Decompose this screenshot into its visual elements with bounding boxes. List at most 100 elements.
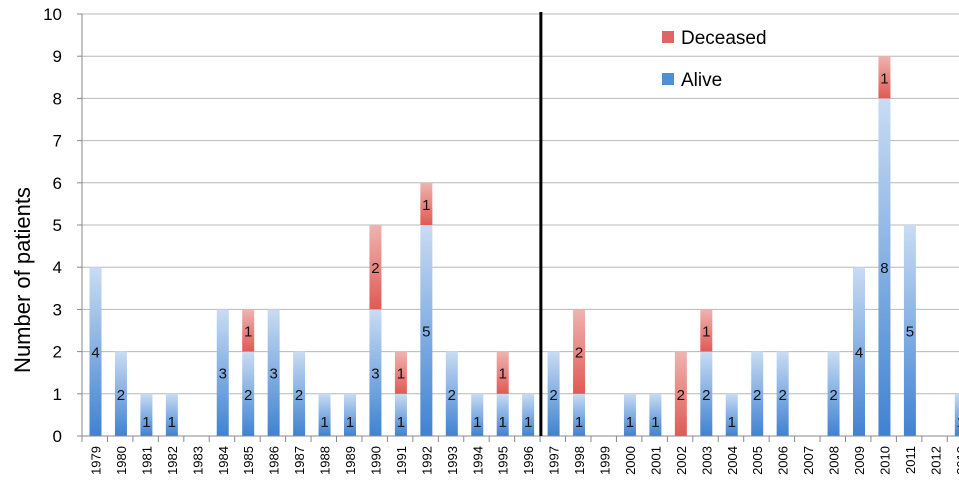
data-label-deceased: 1 [880, 70, 888, 87]
bar-alive [445, 351, 458, 436]
gridlines [82, 13, 959, 395]
data-label-alive: 1 [320, 414, 328, 431]
bar-alive [496, 393, 509, 436]
x-tick-label: 1985 [241, 446, 256, 475]
bar-deceased [369, 225, 382, 310]
y-tick-label: 9 [53, 47, 62, 66]
x-tick-label: 2012 [928, 446, 943, 475]
data-label-alive: 2 [295, 387, 303, 404]
data-label-alive: 2 [117, 387, 125, 404]
bar-alive [827, 351, 840, 436]
x-tick-label: 1988 [318, 446, 333, 475]
bar-alive [903, 225, 916, 436]
bar-alive [242, 351, 255, 436]
data-label-alive: 1 [651, 414, 659, 431]
legend: Deceased Alive [662, 28, 767, 91]
bar-alive [89, 267, 102, 436]
data-label-deceased: 2 [575, 345, 583, 362]
bar-deceased [242, 309, 255, 352]
y-tick-label: 4 [53, 258, 62, 277]
bar-alive [344, 393, 356, 436]
data-label-alive: 1 [346, 414, 354, 431]
x-tick-label: 1980 [114, 446, 129, 475]
x-tick-label: 1981 [139, 446, 154, 475]
bar-alive [700, 351, 713, 436]
x-tick-label: 1997 [547, 446, 562, 475]
data-label-alive: 1 [524, 414, 532, 431]
data-label-deceased: 1 [397, 366, 405, 383]
bar-deceased [878, 56, 891, 99]
axes [77, 12, 959, 442]
bar-alive [216, 309, 229, 436]
x-tick-label: 2005 [750, 446, 765, 475]
legend-swatch-alive [662, 73, 674, 85]
x-tick-label: 1986 [267, 446, 282, 475]
data-label-deceased: 2 [677, 387, 685, 404]
x-tick-label: 1994 [470, 446, 485, 475]
x-tick-label: 2003 [699, 446, 714, 475]
y-tick-label: 7 [53, 132, 62, 151]
data-label-alive: 2 [778, 387, 786, 404]
x-tick-label: 1991 [394, 446, 409, 475]
bar-alive [267, 309, 280, 436]
bar-alive [878, 98, 891, 437]
x-tick-label: 2009 [852, 446, 867, 475]
bar-deceased [394, 351, 407, 394]
data-label-deceased: 1 [499, 366, 507, 383]
bar-deceased [674, 351, 687, 436]
data-label-alive: 1 [499, 414, 507, 431]
x-tick-label: 2007 [801, 446, 816, 475]
x-tick-label: 1998 [572, 446, 587, 475]
data-label-alive: 1 [473, 414, 481, 431]
bar-alive [573, 393, 586, 436]
data-label-alive: 4 [91, 345, 99, 362]
y-axis-ticks: 0 1 2 3 4 5 6 7 8 9 10 [43, 5, 62, 446]
x-tick-label: 1979 [89, 446, 104, 475]
x-tick-label: 2010 [877, 446, 892, 475]
data-label-alive: 3 [219, 366, 227, 383]
data-label-alive: 1 [626, 414, 634, 431]
data-label-alive: 2 [753, 387, 761, 404]
bar-alive [649, 393, 662, 436]
bar-alive [140, 393, 153, 436]
data-label-alive: 1 [957, 414, 959, 431]
bar-alive [394, 393, 407, 436]
bar-alive [547, 351, 560, 436]
data-label-alive: 3 [371, 366, 379, 383]
bar-alive [954, 393, 959, 436]
data-label-alive: 1 [575, 414, 583, 431]
x-tick-label: 1992 [419, 446, 434, 475]
data-label-alive: 2 [549, 387, 557, 404]
y-tick-label: 3 [53, 300, 62, 319]
data-label-alive: 5 [422, 324, 430, 341]
data-label-alive: 3 [269, 366, 277, 383]
x-tick-label: 1982 [165, 446, 180, 475]
bar-alive [853, 267, 865, 436]
legend-label-alive: Alive [681, 70, 722, 91]
data-label-alive: 2 [448, 387, 456, 404]
data-label-alive: 4 [855, 345, 863, 362]
data-label-alive: 2 [244, 387, 252, 404]
bar-deceased [573, 309, 586, 394]
x-tick-label: 1999 [598, 446, 613, 475]
data-label-deceased: 1 [702, 324, 710, 341]
bar-alive [471, 393, 484, 436]
x-tick-label: 2002 [674, 446, 689, 475]
y-tick-label: 0 [53, 427, 62, 446]
x-axis-ticks: 1979 1980 1981 1982 1983 1984 1985 1986 1987 1988… [89, 446, 959, 475]
bar-alive [369, 309, 382, 436]
x-tick-label: 2004 [725, 446, 740, 475]
data-label-alive: 5 [906, 324, 914, 341]
x-tick-label: 2013 [954, 446, 959, 475]
bar-alive [165, 393, 178, 436]
bar-alive [293, 351, 306, 436]
x-tick-label: 2011 [903, 446, 918, 474]
data-label-deceased: 1 [244, 324, 252, 341]
data-label-deceased: 1 [422, 197, 430, 214]
data-label-alive: 2 [829, 387, 837, 404]
bar-deceased [420, 182, 433, 225]
y-tick-label: 2 [53, 343, 62, 362]
data-label-alive: 1 [168, 414, 176, 431]
data-label-alive: 1 [397, 414, 405, 431]
